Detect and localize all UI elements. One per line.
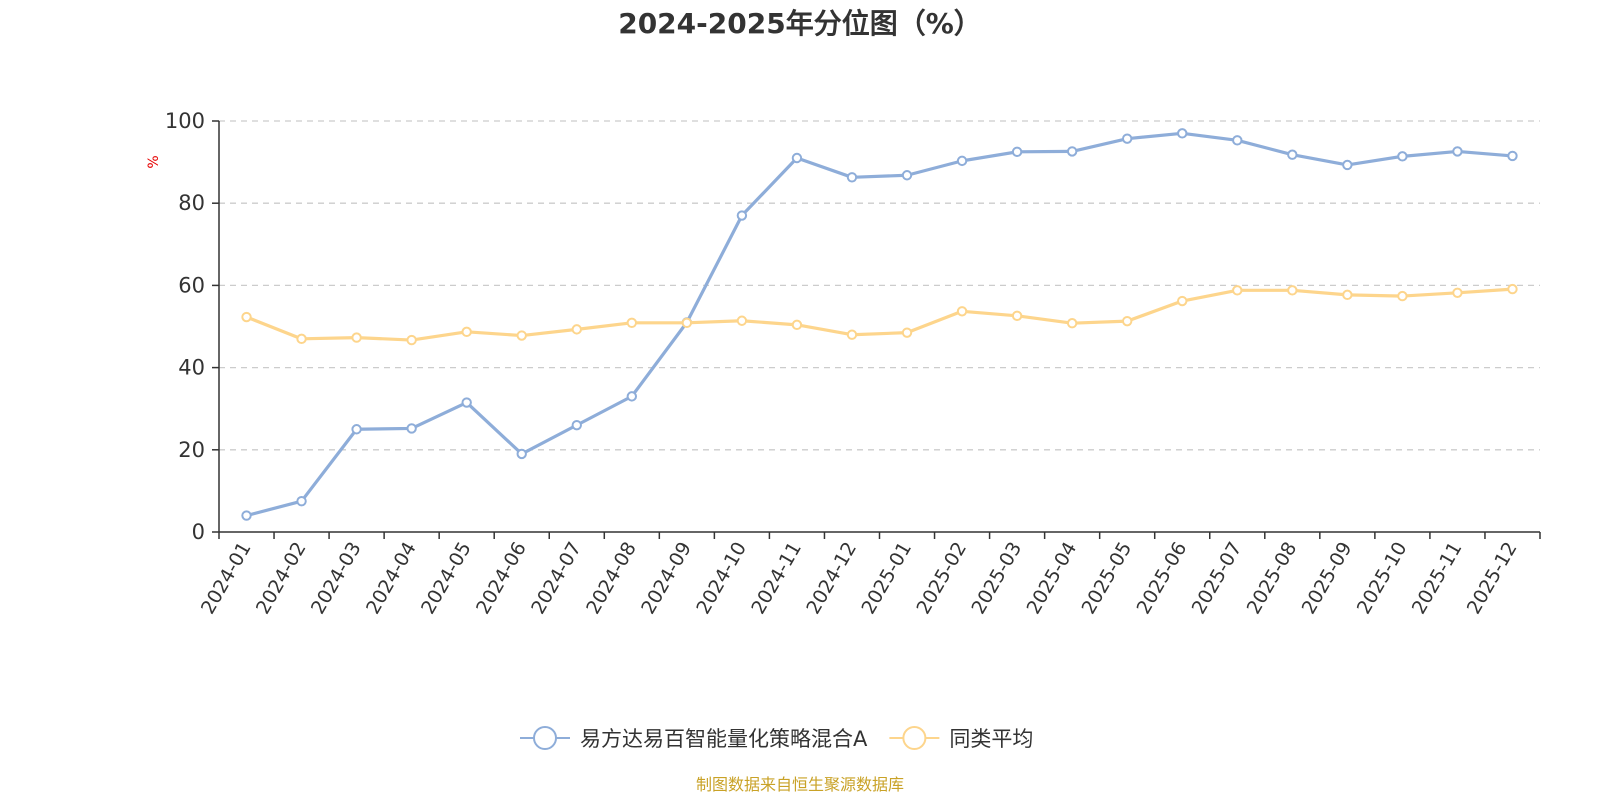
data-point (516, 330, 527, 341)
x-tick-label: 2025-11 (1408, 538, 1467, 618)
legend: 易方达易百智能量化策略混合A 同类平均 (520, 726, 1033, 751)
y-tick-label: 100 (165, 109, 205, 133)
x-tick-label: 2025-07 (1188, 538, 1247, 618)
y-tick-label: 20 (178, 438, 205, 462)
y-tick-label: 40 (178, 356, 205, 380)
x-tick-label: 2025-05 (1078, 538, 1137, 618)
data-point (736, 315, 748, 326)
data-point (626, 391, 638, 402)
x-tick-label: 2024-08 (582, 538, 641, 618)
x-tick-label: 2025-01 (857, 538, 916, 618)
legend-item-2: 同类平均 (889, 726, 1033, 751)
data-point (1287, 149, 1298, 160)
legend-marker (533, 726, 557, 750)
data-point (351, 424, 362, 435)
x-tick-label: 2024-12 (802, 538, 861, 618)
x-tick-label: 2024-11 (747, 538, 806, 618)
data-point (1232, 285, 1243, 296)
data-point (736, 210, 748, 221)
data-point (901, 327, 913, 338)
data-point (1507, 150, 1518, 162)
x-tick-label: 2025-09 (1298, 538, 1357, 618)
data-point (516, 448, 527, 460)
y-tick-label: 0 (192, 520, 205, 544)
data-point (1066, 318, 1078, 329)
data-point (571, 324, 582, 335)
data-point (241, 311, 252, 323)
y-tick-label: 80 (178, 191, 205, 215)
chart-title: 2024-2025年分位图（%） (618, 7, 982, 40)
data-point (1342, 159, 1353, 171)
x-tick-label: 2024-02 (252, 538, 311, 618)
x-tick-label: 2024-06 (472, 538, 531, 618)
data-point (1452, 146, 1463, 157)
data-point (406, 334, 417, 346)
x-tick-label: 2025-02 (912, 538, 971, 618)
plot-series (241, 128, 1518, 521)
y-axis-unit-label: % (146, 155, 162, 168)
data-point (846, 329, 858, 340)
x-tick-label: 2025-03 (967, 538, 1026, 618)
series-line (244, 131, 1515, 518)
data-point (1011, 146, 1023, 158)
data-point (956, 155, 968, 167)
x-tick-label: 2025-08 (1243, 538, 1302, 618)
data-point (1066, 146, 1078, 157)
data-point (1397, 151, 1408, 162)
data-point (1452, 287, 1463, 298)
data-point (1177, 295, 1188, 307)
grid-lines (219, 120, 1540, 451)
data-point (351, 332, 362, 343)
y-axis: 0 20 40 60 80 100 (165, 109, 220, 544)
data-point (1177, 128, 1188, 139)
legend-label: 同类平均 (949, 727, 1033, 751)
x-axis: 2024-012024-022024-032024-042024-052024-… (197, 531, 1541, 618)
data-point (296, 495, 307, 507)
data-point (241, 510, 252, 521)
data-point (406, 423, 417, 434)
data-point (846, 172, 858, 183)
data-point (681, 317, 693, 329)
data-point (1121, 315, 1133, 327)
data-point (791, 319, 803, 331)
series-1 (241, 128, 1518, 521)
source-note: 制图数据来自恒生聚源数据库 (696, 775, 904, 794)
x-tick-label: 2025-06 (1133, 538, 1192, 618)
x-tick-label: 2024-05 (417, 538, 476, 618)
x-tick-label: 2024-10 (692, 538, 751, 618)
data-point (1397, 290, 1408, 302)
data-point (1342, 289, 1353, 301)
data-point (1507, 283, 1518, 295)
data-point (1287, 285, 1298, 296)
data-point (571, 419, 582, 431)
legend-label: 易方达易百智能量化策略混合A (580, 727, 868, 751)
x-tick-label: 2024-04 (362, 538, 421, 618)
data-point (1121, 133, 1133, 144)
x-tick-label: 2024-07 (527, 538, 586, 618)
data-point (461, 326, 472, 338)
x-tick-label: 2024-01 (197, 538, 256, 618)
data-point (626, 317, 638, 329)
series-2 (241, 283, 1518, 346)
x-tick-label: 2024-09 (637, 538, 696, 618)
data-point (461, 397, 472, 408)
y-tick-label: 60 (178, 273, 205, 297)
data-point (901, 170, 913, 181)
legend-item-1: 易方达易百智能量化策略混合A (520, 726, 868, 751)
data-point (1011, 310, 1023, 322)
x-tick-label: 2025-04 (1022, 538, 1081, 618)
data-point (296, 333, 307, 345)
x-tick-label: 2025-12 (1463, 538, 1522, 618)
legend-marker (902, 726, 927, 750)
data-point (1232, 135, 1243, 146)
data-point (791, 152, 803, 164)
series-line (244, 287, 1515, 342)
x-tick-label: 2024-03 (307, 538, 366, 618)
x-tick-label: 2025-10 (1353, 538, 1412, 618)
data-point (956, 306, 968, 317)
